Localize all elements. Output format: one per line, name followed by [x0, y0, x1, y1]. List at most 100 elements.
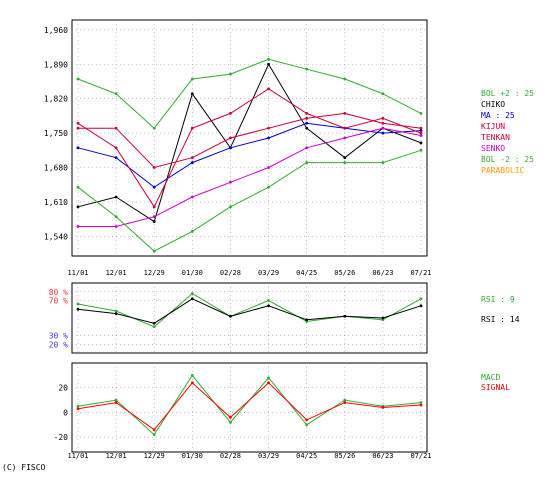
data-point — [114, 215, 118, 219]
data-point — [114, 146, 118, 150]
data-point — [343, 398, 347, 402]
data-point — [76, 146, 80, 150]
data-point — [152, 126, 156, 130]
data-point — [381, 316, 385, 320]
data-point — [114, 92, 118, 96]
data-point — [267, 57, 270, 61]
data-point — [190, 126, 194, 130]
rsi-panel: 20 %30 % 70 %80 % RSI : 9 RSI : 14 — [49, 282, 520, 354]
data-point — [305, 121, 309, 125]
macd-ytick-label: -20 — [54, 433, 69, 442]
price-xtick-label: 12/01 — [106, 269, 127, 277]
price-ytick-label: 1,540 — [44, 232, 68, 241]
data-point — [229, 415, 232, 419]
data-point — [152, 428, 156, 432]
price-ytick-label: 1,680 — [44, 164, 68, 173]
data-point — [76, 407, 80, 411]
series-signal — [77, 382, 422, 431]
macd-xtick-label: 01/30 — [182, 452, 203, 460]
data-point — [190, 297, 194, 301]
data-point — [343, 314, 347, 318]
data-point — [152, 215, 156, 219]
data-point — [190, 373, 194, 377]
data-point — [419, 134, 423, 137]
series-kijun — [78, 112, 422, 169]
macd-frame — [71, 362, 428, 453]
legend-item: SENKO — [481, 144, 505, 153]
data-point — [305, 423, 309, 427]
data-point — [229, 136, 232, 140]
data-point — [152, 205, 156, 209]
data-point — [267, 185, 270, 189]
data-point — [152, 321, 156, 325]
data-point — [114, 156, 118, 160]
legend-item: CHIKO — [481, 100, 505, 109]
price-xtick-label: 04/25 — [296, 269, 317, 277]
data-point — [190, 156, 194, 160]
data-point — [76, 307, 80, 311]
data-point — [76, 302, 80, 306]
rsi-ytick-label: 80 % — [49, 288, 68, 297]
data-point — [152, 325, 156, 329]
data-point — [419, 403, 423, 407]
rsi-legend-item: RSI : 9 — [481, 295, 515, 304]
data-point — [381, 126, 385, 130]
data-point — [114, 309, 118, 313]
data-point — [419, 148, 423, 152]
data-point — [190, 292, 194, 295]
price-xtick-label: 05/26 — [334, 269, 355, 277]
price-xtick-label: 03/29 — [258, 269, 279, 277]
data-point — [343, 161, 347, 164]
macd-xtick-label: 11/01 — [67, 452, 88, 460]
data-point — [114, 401, 118, 404]
legend-item: MA : 25 — [481, 111, 515, 120]
data-point — [114, 312, 118, 316]
series-chiko — [77, 63, 422, 223]
legend-item: BOL +2 : 25 — [481, 89, 534, 98]
data-point — [152, 433, 156, 437]
data-point — [343, 77, 347, 81]
rsi-ytick-label: 20 % — [49, 340, 68, 349]
price-ytick-label: 1,960 — [44, 26, 68, 35]
data-point — [267, 166, 270, 169]
series-macd — [77, 374, 422, 436]
macd-xtick-label: 07/21 — [410, 452, 431, 460]
data-point — [76, 121, 80, 125]
price-panel: 1,540 1,610 1,680 1,750 1,820 1,890 1,960 11/01… — [44, 19, 534, 277]
data-point — [381, 406, 385, 409]
rsi-legend-item: RSI : 14 — [481, 315, 520, 324]
data-point — [343, 401, 347, 404]
data-point — [114, 195, 118, 199]
data-point — [343, 156, 347, 160]
data-point — [419, 304, 423, 308]
price-xtick-label: 12/29 — [144, 269, 165, 277]
series-rsi-9 — [77, 292, 422, 328]
copyright-label: (C) FISCO — [2, 463, 46, 472]
data-point — [305, 161, 309, 164]
series-bol-2-25 — [77, 58, 422, 129]
price-ytick-label: 1,820 — [44, 95, 68, 104]
price-ytick-label: 1,750 — [44, 129, 68, 138]
data-point — [305, 116, 309, 120]
data-point — [343, 136, 347, 140]
data-point — [229, 72, 232, 76]
data-point — [419, 141, 423, 145]
rsi-ytick-label: 70 % — [49, 297, 68, 306]
price-xtick-label: 11/01 — [67, 269, 88, 277]
data-point — [267, 304, 270, 308]
legend-item: TENKAN — [481, 133, 510, 142]
macd-xtick-label: 06/23 — [372, 452, 393, 460]
data-point — [267, 381, 270, 385]
data-point — [343, 126, 347, 130]
price-ytick-label: 1,890 — [44, 60, 68, 69]
series-bol-2-25 — [77, 149, 422, 252]
macd-xtick-label: 03/29 — [258, 452, 279, 460]
data-point — [267, 87, 270, 91]
price-xtick-label: 02/28 — [220, 269, 241, 277]
data-point — [419, 126, 423, 130]
data-point — [190, 195, 194, 199]
data-point — [229, 205, 232, 209]
data-point — [305, 418, 309, 422]
data-point — [152, 249, 156, 253]
